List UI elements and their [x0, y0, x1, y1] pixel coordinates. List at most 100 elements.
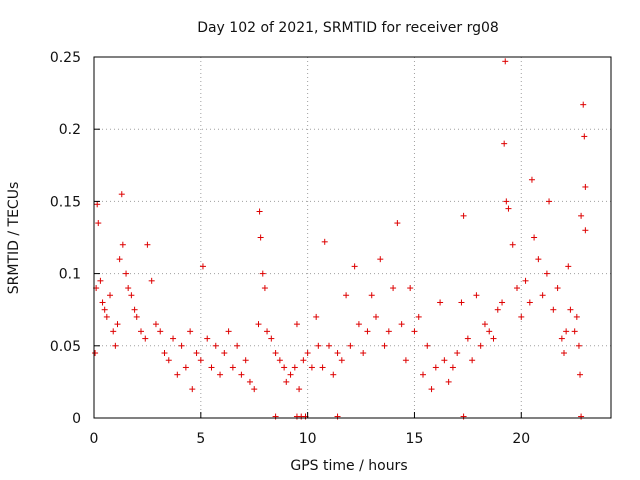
data-point-s0-21	[142, 335, 149, 342]
x-axis-label: GPS time / hours	[290, 458, 407, 474]
data-point-s1-4	[334, 413, 341, 420]
data-point-s0-43	[229, 364, 236, 371]
data-point-s0-25	[157, 328, 164, 335]
data-point-s0-109	[486, 328, 493, 335]
data-point-s0-99	[445, 378, 452, 385]
data-point-s0-133	[565, 263, 572, 270]
data-point-s0-110	[490, 335, 497, 342]
data-point-s0-56	[272, 350, 279, 357]
data-point-s0-135	[571, 328, 578, 335]
data-point-s0-139	[578, 212, 585, 219]
data-point-s0-28	[170, 335, 177, 342]
data-point-s0-79	[360, 350, 367, 357]
data-point-s0-125	[539, 292, 546, 299]
y-axis-label: SRMTID / TECUs	[6, 182, 22, 295]
y-tick-label-2: 0.1	[59, 267, 81, 283]
data-point-s0-73	[334, 350, 341, 357]
data-point-s0-38	[208, 364, 215, 371]
data-point-s1-0	[272, 413, 279, 420]
data-point-s0-35	[197, 357, 204, 364]
data-point-s0-59	[283, 378, 290, 385]
data-point-s0-71	[326, 342, 332, 349]
data-point-s0-96	[432, 364, 439, 371]
data-point-s0-124	[535, 256, 542, 263]
data-point-s0-49	[255, 321, 262, 328]
data-point-s0-97	[437, 299, 444, 306]
y-tick-label-5: 0.25	[50, 50, 81, 66]
data-point-s0-65	[304, 350, 311, 357]
data-point-s0-89	[402, 357, 409, 364]
data-point-s0-2	[94, 201, 101, 208]
data-point-s0-129	[554, 285, 561, 292]
x-tick-label-0: 0	[90, 431, 99, 447]
data-point-s0-40	[217, 371, 224, 378]
data-point-s0-117	[509, 241, 516, 248]
data-point-s0-77	[351, 263, 358, 270]
data-point-s0-83	[377, 256, 384, 263]
data-point-s0-57	[276, 357, 283, 364]
data-point-s0-75	[343, 292, 350, 299]
y-tick-label-1: 0.05	[50, 339, 81, 355]
y-tick-label-4: 0.2	[59, 122, 81, 138]
data-point-s0-27	[165, 357, 172, 364]
data-point-s0-19	[133, 313, 140, 320]
data-point-s0-116	[505, 205, 512, 212]
data-point-s0-107	[477, 342, 484, 349]
data-point-s0-106	[473, 292, 480, 299]
data-point-s0-52	[259, 270, 266, 277]
data-point-s0-111	[494, 306, 501, 313]
data-point-s0-121	[526, 299, 533, 306]
data-point-s0-66	[308, 364, 315, 371]
data-point-s0-51	[257, 234, 264, 241]
data-point-s0-6	[101, 306, 108, 313]
data-point-s0-92	[415, 313, 422, 320]
data-point-s0-88	[398, 321, 405, 328]
data-point-s0-80	[364, 328, 371, 335]
data-point-s0-100	[449, 364, 456, 371]
data-point-s0-114	[502, 58, 509, 65]
data-point-s0-104	[464, 335, 471, 342]
data-point-s0-140	[580, 101, 587, 108]
data-point-s0-23	[148, 277, 155, 284]
chart-title: Day 102 of 2021, SRMTID for receiver rg0…	[197, 20, 499, 36]
axis-layer: 0 5 10 15 20 0 0.05 0.1 0.15 0.2 0.25	[50, 50, 612, 447]
data-point-s0-72	[330, 371, 337, 378]
data-point-s0-93	[420, 371, 426, 378]
data-point-s0-131	[561, 350, 567, 357]
data-point-s0-15	[123, 270, 130, 277]
data-point-s0-48	[251, 386, 258, 393]
data-point-s0-115	[503, 198, 510, 205]
data-point-s0-134	[567, 306, 574, 313]
plot-frame	[93, 56, 612, 419]
data-point-s0-42	[225, 328, 232, 335]
data-point-s0-118	[514, 285, 520, 292]
data-point-s0-127	[546, 198, 553, 205]
data-point-s0-46	[242, 357, 249, 364]
data-point-s0-130	[558, 335, 565, 342]
y-tick-label-3: 0.15	[50, 194, 81, 210]
data-point-s0-84	[381, 342, 388, 349]
data-point-s0-47	[246, 378, 253, 385]
data-point-s0-55	[268, 335, 275, 342]
data-point-s0-98	[441, 357, 448, 364]
data-point-s0-3	[95, 220, 102, 227]
data-point-s0-33	[189, 386, 196, 393]
data-point-s0-101	[454, 350, 461, 357]
data-point-s0-141	[581, 133, 588, 140]
data-point-s0-122	[528, 176, 535, 183]
data-point-s0-41	[221, 350, 228, 357]
data-point-s0-137	[575, 342, 582, 349]
data-point-s0-81	[368, 292, 375, 299]
data-point-s0-17	[128, 292, 135, 299]
data-point-s0-20	[138, 328, 144, 335]
data-point-s0-143	[582, 227, 589, 234]
data-point-s0-67	[313, 313, 320, 320]
data-point-s0-103	[460, 212, 467, 219]
data-point-s0-7	[103, 313, 110, 320]
data-point-s0-105	[469, 357, 476, 364]
data-point-s0-78	[355, 321, 362, 328]
data-point-s0-86	[390, 285, 397, 292]
